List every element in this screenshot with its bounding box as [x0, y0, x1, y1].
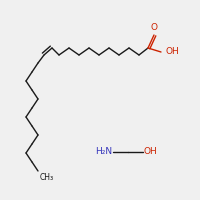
Text: CH₃: CH₃: [40, 173, 54, 182]
Text: O: O: [151, 22, 158, 31]
Text: H₂N: H₂N: [95, 148, 112, 156]
Text: OH: OH: [166, 47, 180, 56]
Text: OH: OH: [144, 148, 158, 156]
